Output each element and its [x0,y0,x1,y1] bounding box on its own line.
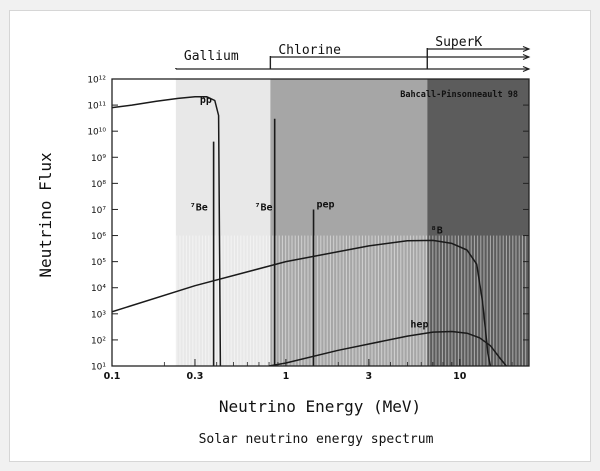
chart-title: Solar neutrino energy spectrum [199,432,434,447]
y-tick-label: 10¹⁰ [87,128,106,138]
x-tick-label: 3 [366,371,373,382]
detector-region-hatch [175,235,271,366]
y-tick-label: 10⁸ [91,180,106,190]
x-tick-label: 0.3 [187,371,204,382]
arrow-head [522,53,531,61]
y-tick-label: 10¹ [91,363,106,373]
x-tick-label: 10 [453,371,467,382]
series-label: ⁷Be [255,203,273,214]
detector-region-hatch [427,235,529,366]
series-label: hep [410,319,428,330]
x-axis-label: Neutrino Energy (MeV) [219,397,421,416]
detector-label: Gallium [184,49,239,64]
y-tick-label: 10⁵ [91,258,106,268]
arrow-head [522,45,531,53]
y-tick-label: 10¹¹ [87,102,106,112]
series-label: ⁸B [431,225,443,236]
detector-label: SuperK [435,35,482,50]
annotation-text: Bahcall-Pinsonneault 98 [400,89,518,100]
y-axis-label: Neutrino Flux [36,152,55,278]
arrow-head [522,65,531,73]
plot-frame [111,78,530,367]
series-label: pep [317,199,335,210]
y-tick-label: 10⁹ [91,154,106,164]
series-label: pp [200,95,212,106]
series-label: ⁷Be [190,203,208,214]
detector-region-hatch [270,235,428,366]
spectrum-pp-curve [112,95,222,366]
x-tick-label: 1 [283,371,290,382]
x-tick-label: 0.1 [104,371,121,382]
y-tick-label: 10³ [91,310,106,320]
y-tick-label: 10⁶ [91,232,106,242]
y-tick-label: 10⁷ [91,206,106,216]
y-tick-label: 10² [91,336,106,346]
detector-label: Chlorine [278,43,341,58]
spectrum-hep-curve [268,330,507,366]
y-tick-label: 10¹² [87,76,106,86]
y-tick-label: 10⁴ [91,284,106,294]
spectrum-b-curve [112,239,492,366]
